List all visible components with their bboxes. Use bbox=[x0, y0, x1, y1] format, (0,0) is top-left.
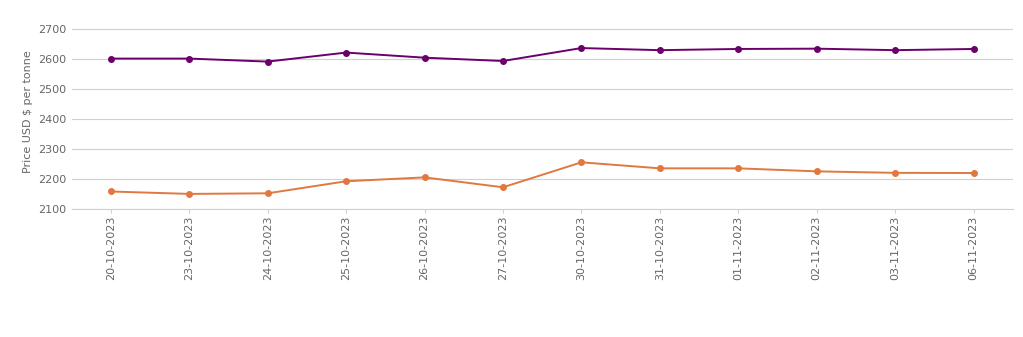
SHFE bbox=[104, 57, 117, 61]
Line: LME: LME bbox=[108, 159, 976, 197]
LME bbox=[575, 160, 587, 164]
LME bbox=[104, 189, 117, 193]
LME bbox=[889, 171, 901, 175]
SHFE bbox=[732, 47, 745, 51]
SHFE bbox=[968, 47, 980, 51]
SHFE bbox=[889, 48, 901, 52]
LME bbox=[340, 179, 352, 183]
SHFE bbox=[575, 46, 587, 50]
LME bbox=[810, 169, 822, 173]
LME bbox=[968, 171, 980, 175]
SHFE bbox=[183, 57, 195, 61]
LME bbox=[262, 191, 274, 195]
SHFE bbox=[340, 51, 352, 55]
LME bbox=[183, 192, 195, 196]
SHFE bbox=[810, 47, 822, 51]
LME bbox=[497, 185, 509, 189]
LME bbox=[418, 175, 431, 179]
SHFE bbox=[654, 48, 666, 52]
SHFE bbox=[262, 60, 274, 64]
Line: SHFE: SHFE bbox=[108, 45, 976, 64]
Y-axis label: Price USD $ per tonne: Price USD $ per tonne bbox=[23, 50, 33, 173]
LME bbox=[654, 166, 666, 171]
LME bbox=[732, 166, 745, 171]
SHFE bbox=[497, 59, 509, 63]
Legend: LME, SHFE: LME, SHFE bbox=[474, 336, 611, 337]
SHFE bbox=[418, 56, 431, 60]
